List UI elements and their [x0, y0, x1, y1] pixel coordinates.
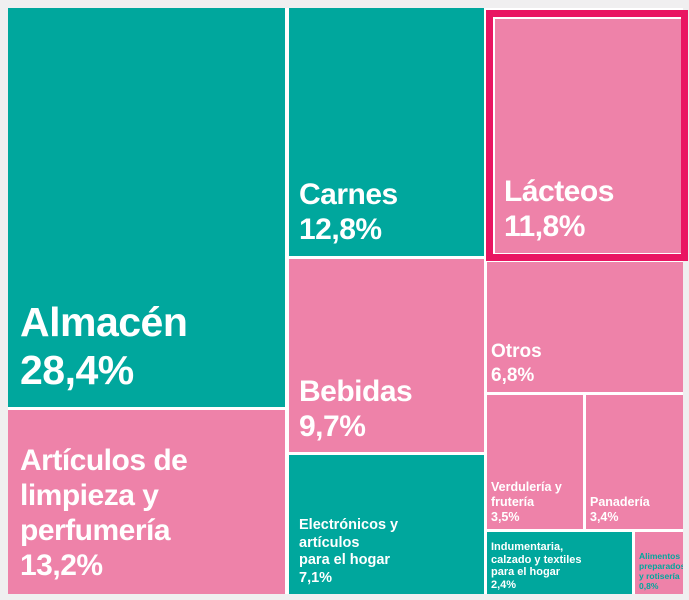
tile-value: 3,4% [590, 510, 619, 524]
tile-label: Alimentos preparados y rotisería [639, 551, 683, 581]
tile-label: Indumentaria, calzado y textiles para el… [491, 541, 582, 578]
tile-value: 28,4% [20, 347, 134, 393]
tile-value: 6,8% [491, 365, 535, 386]
treemap-tile-almacen[interactable]: Almacén 28,4% [8, 8, 285, 407]
tile-value: 11,8% [504, 210, 585, 243]
tile-label: Artículos de limpieza y perfumería [20, 444, 188, 547]
tile-label: Bebidas [299, 375, 413, 408]
tile-label: Lácteos [504, 175, 614, 208]
treemap-tile-articulos-de-limpieza-y-perfumeria[interactable]: Artículos de limpieza y perfumería 13,2% [8, 410, 285, 594]
tile-label: Verdulería y frutería [491, 480, 562, 509]
tile-label: Almacén [20, 299, 188, 345]
tile-label: Electrónicos y artículos para el hogar [299, 517, 399, 568]
treemap-tile-otros[interactable]: Otros 6,8% [487, 262, 683, 392]
treemap-tile-alimentos-preparados-y-rotiseria[interactable]: Alimentos preparados y rotisería 0,8% [635, 532, 683, 594]
treemap-tile-verduleria-y-fruteria[interactable]: Verdulería y frutería 3,5% [487, 395, 583, 529]
treemap-tile-indumentaria-calzado-y-textiles[interactable]: Indumentaria, calzado y textiles para el… [487, 532, 632, 594]
tile-value: 9,7% [299, 410, 366, 443]
treemap-tile-bebidas[interactable]: Bebidas 9,7% [289, 259, 484, 452]
tile-value: 2,4% [491, 578, 517, 591]
tile-label: Carnes [299, 178, 398, 211]
tile-value: 12,8% [299, 213, 382, 246]
treemap-tile-lacteos[interactable]: Lácteos 11,8% [495, 19, 681, 253]
tile-value: 0,8% [639, 581, 659, 591]
tile-value: 3,5% [491, 510, 520, 524]
treemap-tile-panaderia[interactable]: Panadería 3,4% [586, 395, 683, 529]
tile-value: 7,1% [299, 569, 333, 586]
tile-label: Otros [491, 341, 542, 362]
treemap-tile-electronicos-y-articulos-para-el-hogar[interactable]: Electrónicos y artículos para el hogar 7… [289, 455, 484, 594]
treemap-tile-carnes[interactable]: Carnes 12,8% [289, 8, 484, 256]
tile-value: 13,2% [20, 549, 103, 582]
tile-label: Panadería [590, 495, 650, 509]
